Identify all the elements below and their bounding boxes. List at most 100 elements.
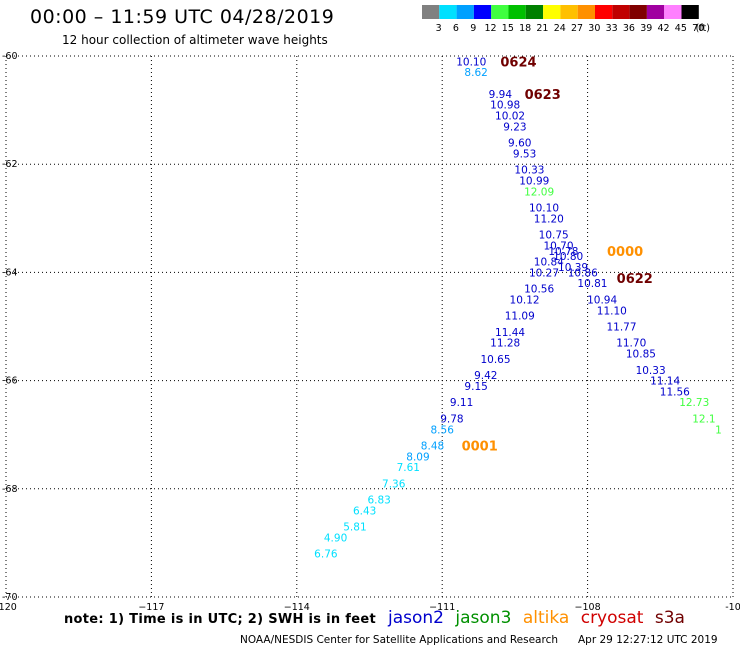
x-tick-label: −111 bbox=[429, 602, 455, 612]
scale-label: 9 bbox=[470, 23, 476, 34]
legend-jason3: jason3 bbox=[455, 608, 512, 628]
wave-height-value: 10.56 bbox=[524, 284, 554, 296]
scale-swatch bbox=[577, 5, 595, 19]
scale-label: 3 bbox=[436, 23, 442, 34]
wave-height-value: 11.14 bbox=[650, 376, 680, 388]
scale-swatch bbox=[629, 5, 647, 19]
wave-height-value: 10.39 bbox=[558, 262, 588, 274]
pass-time-label: 0001 bbox=[462, 440, 498, 455]
chart-title: 00:00 – 11:59 UTC 04/28/2019 bbox=[30, 6, 335, 28]
wave-height-value: 11.28 bbox=[490, 338, 520, 350]
wave-height-value: 12.1 bbox=[692, 413, 715, 425]
wave-height-value: 9.23 bbox=[503, 121, 526, 133]
credit-line: NOAA/NESDIS Center for Satellite Applica… bbox=[240, 634, 558, 646]
scale-swatch bbox=[595, 5, 613, 19]
wave-height-value: 11.09 bbox=[505, 311, 535, 323]
scale-label: 70 bbox=[692, 23, 704, 34]
wave-height-value: 9.15 bbox=[464, 381, 487, 393]
footnote: note: 1) Time is in UTC; 2) SWH is in fe… bbox=[64, 612, 376, 627]
wave-height-value: 10.70 bbox=[543, 240, 573, 252]
wave-height-value: 10.84 bbox=[534, 257, 564, 269]
x-tick-label: −117 bbox=[138, 602, 164, 612]
wave-height-value: 6.76 bbox=[314, 549, 338, 561]
y-tick-label: -62 bbox=[2, 159, 18, 170]
wave-height-value: 8.09 bbox=[406, 451, 429, 463]
scale-label: 6 bbox=[453, 23, 459, 34]
scale-label: 36 bbox=[623, 23, 635, 34]
scale-label: 33 bbox=[606, 23, 618, 34]
scale-swatch bbox=[422, 5, 440, 19]
wave-height-value: 10.80 bbox=[553, 251, 583, 263]
scale-label: 45 bbox=[675, 23, 687, 34]
wave-height-value: 6.43 bbox=[353, 505, 376, 517]
x-tick-label: -10 bbox=[725, 602, 740, 612]
wave-height-value: 8.48 bbox=[421, 441, 444, 453]
wave-height-value: 10.86 bbox=[568, 267, 598, 279]
scale-swatch bbox=[525, 5, 544, 19]
y-tick-label: -68 bbox=[2, 484, 18, 495]
wave-height-value: 10.75 bbox=[539, 230, 569, 242]
scale-label: 24 bbox=[554, 23, 566, 34]
y-tick-label: -64 bbox=[2, 267, 18, 278]
wave-height-value: 7.61 bbox=[397, 462, 420, 474]
pass-time-label: 0623 bbox=[525, 88, 561, 103]
scale-label: 15 bbox=[502, 23, 514, 34]
scale-swatch bbox=[508, 5, 526, 19]
wave-height-value: 9.42 bbox=[474, 370, 497, 382]
wave-height-value: 10.94 bbox=[587, 294, 617, 306]
y-tick-label: -60 bbox=[2, 51, 18, 62]
wave-height-value: 10.33 bbox=[514, 165, 544, 177]
wave-height-value: 6.83 bbox=[367, 495, 390, 507]
legend-cryosat: cryosat bbox=[580, 608, 644, 628]
wave-height-plot: -120 −117 −114 −111 −108 -10 -60 -62 -64 -66 -68 -7… bbox=[0, 51, 740, 612]
wave-height-value: 4.90 bbox=[324, 532, 347, 544]
scale-swatch bbox=[664, 5, 682, 19]
scale-swatch bbox=[439, 5, 457, 19]
wave-height-value: 10.85 bbox=[626, 349, 656, 361]
scale-swatch bbox=[681, 5, 699, 19]
wave-height-value: 10.33 bbox=[636, 365, 666, 377]
wave-height-value: 9.11 bbox=[450, 397, 473, 409]
wave-height-value: 8.56 bbox=[431, 424, 455, 436]
y-tick-label: -70 bbox=[2, 592, 18, 603]
wave-height-value: 9.94 bbox=[489, 89, 513, 101]
scale-swatch bbox=[491, 5, 509, 19]
scale-swatch bbox=[612, 5, 630, 19]
wave-height-value: 11.10 bbox=[597, 305, 627, 317]
chart-subtitle: 12 hour collection of altimeter wave hei… bbox=[62, 33, 328, 47]
x-tick-label: -120 bbox=[0, 602, 17, 612]
scale-label: 12 bbox=[485, 23, 497, 34]
wave-height-value: 10.02 bbox=[495, 111, 525, 123]
scale-label: 18 bbox=[519, 23, 531, 34]
wave-height-value: 11.20 bbox=[534, 213, 564, 225]
wave-height-value: 11.70 bbox=[616, 338, 646, 350]
scale-label: 30 bbox=[588, 23, 600, 34]
wave-height-value: 10.98 bbox=[490, 100, 520, 112]
wave-height-color-scale: 3 6 9 12 15 18 21 24 27 30 33 36 39 42 45 70(ft) bbox=[422, 5, 710, 34]
wave-height-value: 9.60 bbox=[508, 138, 531, 150]
scale-label: 39 bbox=[640, 23, 652, 34]
wave-height-value: 1 bbox=[715, 424, 722, 436]
scale-label: 21 bbox=[536, 23, 548, 34]
pass-time-label: 0622 bbox=[617, 272, 653, 287]
wave-height-value: 9.78 bbox=[440, 413, 463, 425]
wave-height-value: 11.56 bbox=[660, 386, 690, 398]
scale-swatch bbox=[646, 5, 665, 19]
x-tick-label: −108 bbox=[575, 602, 601, 612]
wave-height-value: 10.10 bbox=[456, 56, 486, 68]
wave-height-value: 10.12 bbox=[510, 294, 540, 306]
pass-time-label: 0000 bbox=[607, 245, 643, 260]
legend-s3a: s3a bbox=[654, 608, 685, 628]
scale-unit: (ft) bbox=[696, 23, 710, 34]
wave-height-value: 10.81 bbox=[577, 278, 607, 290]
wave-height-value: 10.99 bbox=[519, 175, 549, 187]
satellite-legend: jason2 jason3 altika cryosat s3a bbox=[388, 608, 691, 628]
wave-height-value: 10.78 bbox=[548, 246, 578, 258]
scale-label: 27 bbox=[571, 23, 583, 34]
scale-swatch bbox=[456, 5, 474, 19]
wave-height-value: 10.27 bbox=[529, 267, 559, 279]
generated-timestamp: Apr 29 12:27:12 UTC 2019 bbox=[578, 634, 718, 646]
scale-swatch bbox=[560, 5, 578, 19]
legend-altika: altika bbox=[522, 608, 570, 628]
wave-height-value: 10.10 bbox=[529, 202, 559, 214]
